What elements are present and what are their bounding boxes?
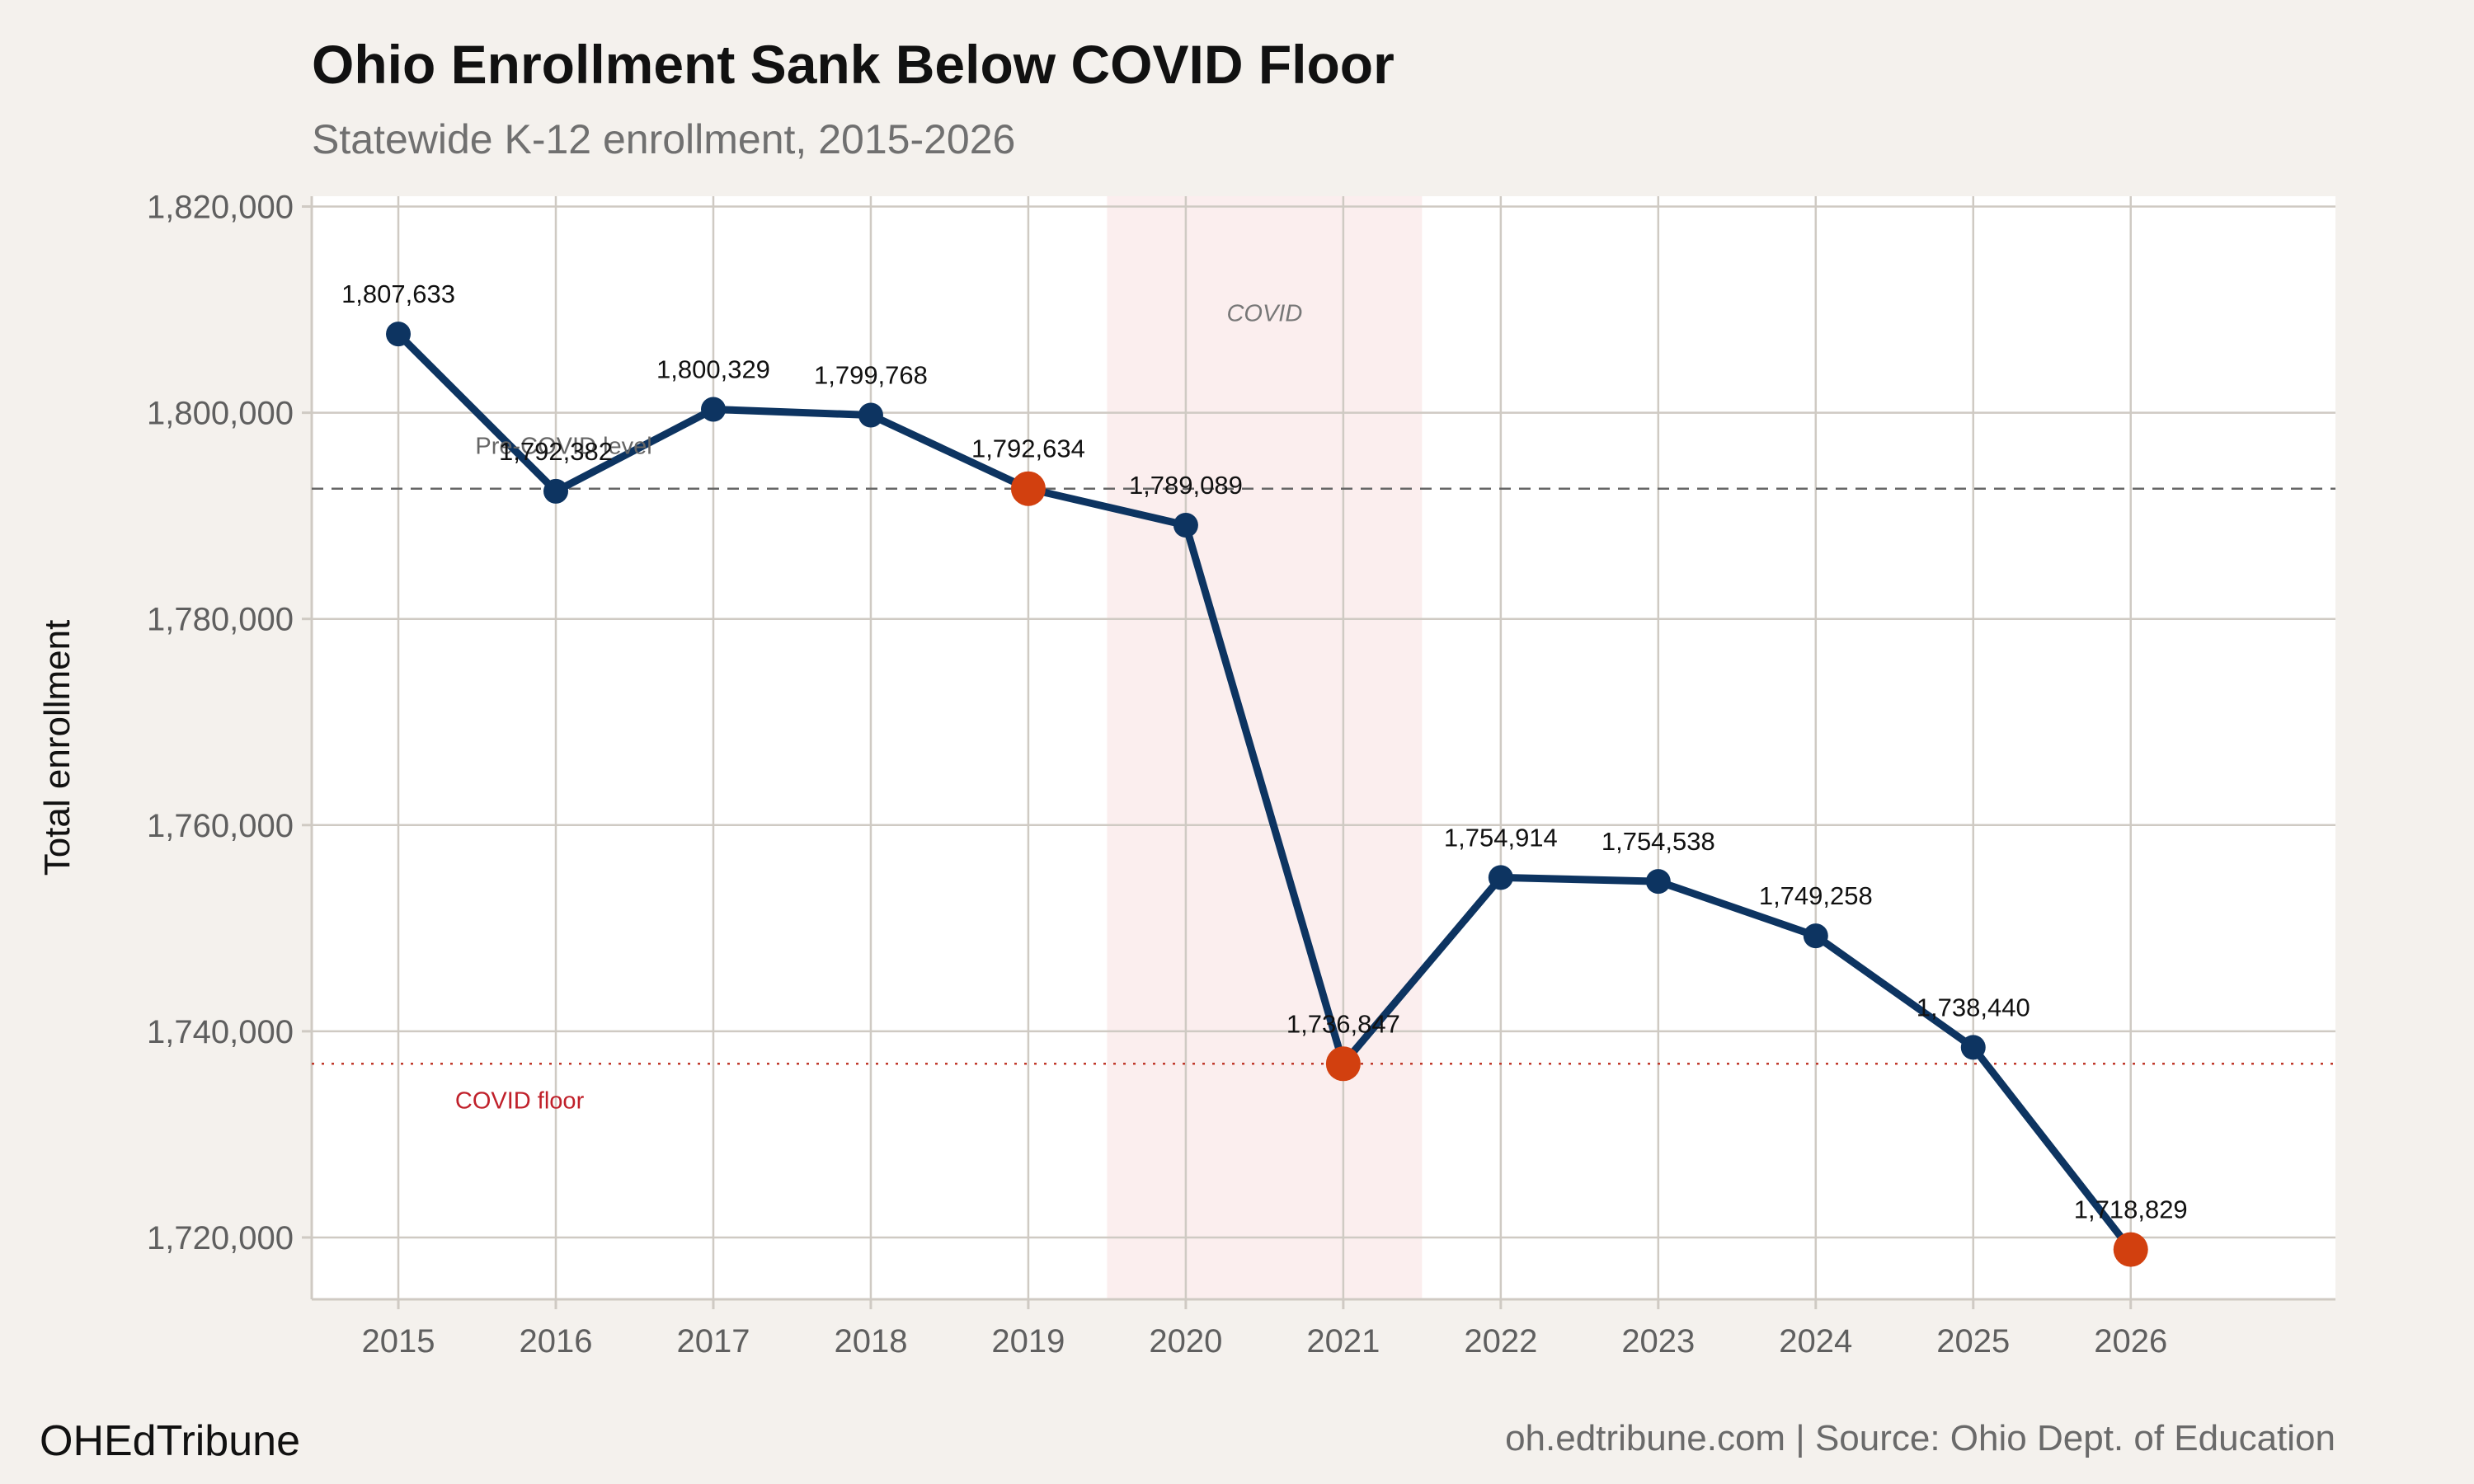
x-tick-label: 2025 xyxy=(1936,1323,2010,1360)
data-label: 1,792,382 xyxy=(499,437,613,466)
data-label: 1,789,089 xyxy=(1129,471,1243,500)
x-tick-label: 2021 xyxy=(1306,1323,1380,1360)
y-tick-label: 1,740,000 xyxy=(147,1014,294,1050)
data-label: 1,749,258 xyxy=(1759,881,1873,910)
data-label: 1,799,768 xyxy=(814,360,928,389)
data-point xyxy=(700,397,726,422)
highlighted-data-point xyxy=(2113,1232,2148,1267)
data-label: 1,718,829 xyxy=(2074,1195,2188,1224)
chart-title: Ohio Enrollment Sank Below COVID Floor xyxy=(312,34,1395,95)
y-axis-title: Total enrollment xyxy=(37,620,78,876)
x-tick-label: 2017 xyxy=(676,1323,750,1360)
data-label: 1,738,440 xyxy=(1917,993,2030,1021)
source-credit: oh.edtribune.com | Source: Ohio Dept. of… xyxy=(1505,1418,2335,1458)
x-tick-label: 2019 xyxy=(991,1323,1065,1360)
x-tick-label: 2023 xyxy=(1621,1323,1695,1360)
data-point xyxy=(1960,1035,1986,1060)
x-tick-label: 2024 xyxy=(1779,1323,1852,1360)
data-label: 1,800,329 xyxy=(656,355,770,383)
data-label: 1,807,633 xyxy=(341,279,455,308)
data-point xyxy=(543,478,569,504)
data-label: 1,754,538 xyxy=(1602,827,1715,856)
x-tick-label: 2026 xyxy=(2094,1323,2167,1360)
x-tick-label: 2020 xyxy=(1149,1323,1222,1360)
data-point xyxy=(1645,869,1671,895)
y-tick-label: 1,820,000 xyxy=(147,190,294,226)
publisher-brand: OHEdTribune xyxy=(40,1417,300,1465)
covid-period-band xyxy=(1107,196,1423,1299)
highlighted-data-point xyxy=(1325,1046,1361,1082)
covid-floor-label: COVID floor xyxy=(455,1088,585,1115)
chart-subtitle: Statewide K-12 enrollment, 2015-2026 xyxy=(312,116,1016,162)
y-tick-label: 1,780,000 xyxy=(147,602,294,638)
data-label: 1,736,847 xyxy=(1286,1009,1400,1038)
highlighted-data-point xyxy=(1010,471,1046,506)
data-label: 1,754,914 xyxy=(1444,823,1558,852)
data-point xyxy=(858,402,883,428)
data-point xyxy=(386,322,412,347)
x-tick-label: 2016 xyxy=(520,1323,593,1360)
x-tick-label: 2022 xyxy=(1464,1323,1537,1360)
data-point xyxy=(1803,923,1828,949)
y-tick-label: 1,800,000 xyxy=(147,396,294,432)
data-point xyxy=(1488,865,1513,890)
y-tick-label: 1,760,000 xyxy=(147,808,294,844)
data-label: 1,792,634 xyxy=(971,434,1085,463)
enrollment-series-line xyxy=(394,330,2135,1254)
pre-covid-level-label: Pre-COVID level xyxy=(475,434,651,460)
data-point xyxy=(1173,513,1198,538)
y-tick-label: 1,720,000 xyxy=(147,1220,294,1256)
covid-band-label: COVID xyxy=(1226,301,1302,327)
x-tick-label: 2018 xyxy=(834,1323,907,1360)
x-tick-label: 2015 xyxy=(362,1323,435,1360)
